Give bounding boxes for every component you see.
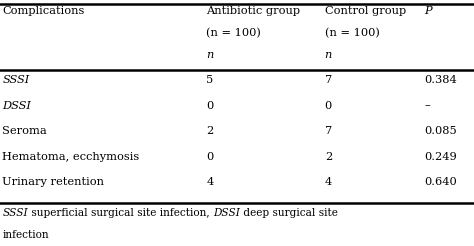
Text: Control group: Control group [325,6,406,16]
Text: 0.249: 0.249 [424,152,457,162]
Text: 2: 2 [206,126,213,136]
Text: Complications: Complications [2,6,85,16]
Text: infection: infection [2,230,49,240]
Text: 0.384: 0.384 [424,75,457,85]
Text: Seroma: Seroma [2,126,47,136]
Text: Urinary retention: Urinary retention [2,177,104,187]
Text: (n = 100): (n = 100) [325,28,380,39]
Text: 4: 4 [206,177,213,187]
Text: DSSI: DSSI [2,101,31,111]
Text: 0: 0 [206,101,213,111]
Text: SSSI: SSSI [2,208,28,218]
Text: –: – [424,101,430,111]
Text: DSSI: DSSI [213,208,240,218]
Text: 7: 7 [325,126,332,136]
Text: 2: 2 [325,152,332,162]
Text: Hematoma, ecchymosis: Hematoma, ecchymosis [2,152,140,162]
Text: 0: 0 [206,152,213,162]
Text: 5: 5 [206,75,213,85]
Text: Antibiotic group: Antibiotic group [206,6,301,16]
Text: n: n [325,50,332,61]
Text: 0.085: 0.085 [424,126,457,136]
Text: SSSI: SSSI [2,75,29,85]
Text: 0.640: 0.640 [424,177,457,187]
Text: superficial surgical site infection,: superficial surgical site infection, [28,208,213,218]
Text: 0: 0 [325,101,332,111]
Text: P: P [424,6,432,16]
Text: (n = 100): (n = 100) [206,28,261,39]
Text: 4: 4 [325,177,332,187]
Text: deep surgical site: deep surgical site [240,208,338,218]
Text: n: n [206,50,214,61]
Text: 7: 7 [325,75,332,85]
